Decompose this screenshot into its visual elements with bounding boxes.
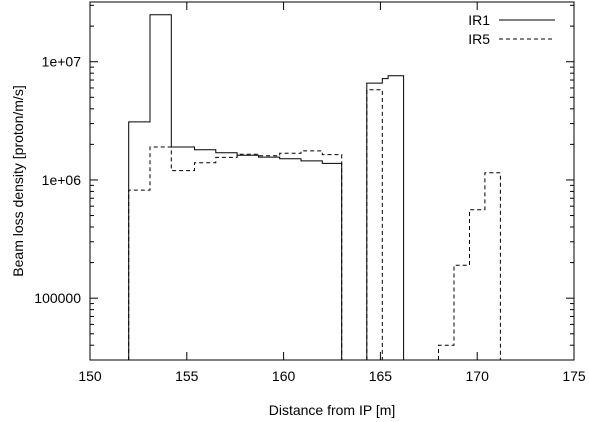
series-ir5-segment-1 [128, 146, 343, 360]
x-tick-label: 175 [562, 368, 586, 384]
x-tick-label: 165 [369, 368, 393, 384]
legend-label-ir5: IR5 [468, 31, 490, 47]
y-tick-label: 1e+07 [42, 54, 82, 70]
x-tick-label: 170 [466, 368, 490, 384]
series-ir1-segment-2 [366, 75, 405, 360]
legend-label-ir1: IR1 [468, 12, 490, 28]
y-axis-label: Beam loss density [proton/m/s] [10, 85, 26, 276]
series-layer [128, 14, 501, 360]
x-axis-label: Distance from IP [m] [269, 402, 396, 418]
x-tick-label: 160 [272, 368, 296, 384]
series-ir5-segment-3 [438, 172, 501, 360]
ticks-layer: 150 155 160 165 170 175 100000 1e+06 1e+07 [34, 2, 586, 384]
x-tick-label: 155 [175, 368, 199, 384]
y-tick-label: 100000 [34, 290, 81, 306]
y-tick-label: 1e+06 [42, 172, 82, 188]
plot-frame [89, 1, 575, 361]
series-ir1-segment-1 [128, 14, 343, 360]
series-ir5-segment-2 [366, 89, 383, 360]
x-tick-label: 150 [78, 368, 102, 384]
